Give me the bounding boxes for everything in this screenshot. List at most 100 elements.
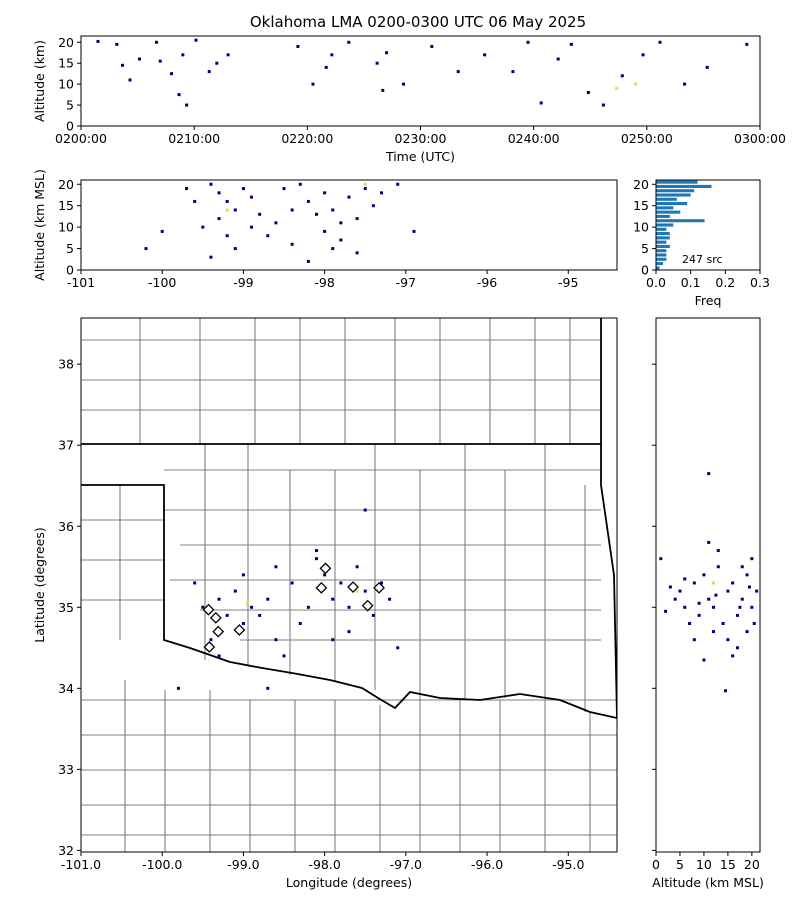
y-tick-label: 35 — [58, 600, 74, 615]
source-point — [306, 199, 310, 203]
source-point — [363, 508, 367, 512]
source-point — [355, 589, 359, 593]
y-tick-label: 10 — [58, 220, 74, 235]
source-point — [290, 581, 294, 585]
source-point — [511, 70, 515, 74]
x-tick-label: -98.0 — [308, 857, 340, 872]
source-point — [731, 581, 735, 585]
source-point — [339, 238, 343, 242]
source-point — [735, 646, 739, 650]
station — [315, 581, 328, 594]
source-point — [375, 61, 379, 65]
hist-bar — [656, 189, 695, 193]
source-point — [290, 208, 294, 212]
x-tick-label: 15 — [720, 857, 736, 872]
source-point — [745, 573, 749, 577]
source-point — [298, 621, 302, 625]
panel: 0 5 10 15 20 Altitude (km MSL) — [652, 317, 764, 890]
x-axis-label: Longitude (degrees) — [286, 875, 412, 890]
source-point — [331, 208, 335, 212]
source-point — [258, 212, 262, 216]
source-point — [752, 621, 756, 625]
hist-bar — [656, 214, 670, 218]
y-tick-label: 15 — [58, 56, 74, 71]
source-point — [697, 613, 701, 617]
source-point — [412, 229, 416, 233]
source-point — [371, 613, 375, 617]
source-point — [330, 53, 334, 57]
source-point — [176, 686, 180, 690]
y-tick-label: 38 — [58, 357, 74, 372]
y-tick-label: 0 — [66, 119, 74, 134]
x-tick-label: -99 — [233, 275, 253, 290]
source-point — [201, 605, 205, 609]
source-point — [250, 605, 254, 609]
source-point — [659, 557, 663, 561]
source-point — [323, 229, 327, 233]
source-point — [315, 557, 319, 561]
hist-bar — [656, 180, 698, 184]
source-point — [250, 195, 254, 199]
source-point — [209, 255, 213, 259]
source-point — [185, 103, 189, 107]
source-point — [745, 630, 749, 634]
x-tick-label: -100.0 — [142, 857, 182, 872]
source-point — [363, 182, 367, 186]
x-tick-label: -99.0 — [227, 857, 259, 872]
source-point — [634, 82, 638, 86]
hist-bar — [656, 249, 667, 253]
source-point — [683, 577, 687, 581]
source-point — [726, 638, 730, 642]
station — [233, 624, 246, 636]
x-tick-label: 10 — [696, 857, 712, 872]
source-point — [225, 199, 229, 203]
panel: -101 -100 -99 -98 -97 -96 -95 0 5 10 15 20 Altitude … — [32, 169, 618, 290]
source-point — [664, 609, 668, 613]
source-point — [324, 65, 328, 69]
source-point — [692, 638, 696, 642]
source-point — [233, 589, 237, 593]
source-point — [170, 72, 174, 76]
annotation: 247 src — [682, 253, 723, 266]
x-tick-label: 0.1 — [681, 275, 701, 290]
hist-bar — [656, 266, 660, 270]
station — [373, 581, 385, 594]
x-tick-label: 0210:00 — [168, 131, 220, 146]
x-tick-label: 0200:00 — [55, 131, 107, 146]
source-point — [315, 549, 319, 553]
source-point — [215, 61, 219, 65]
source-point — [194, 38, 198, 42]
source-point — [233, 208, 237, 212]
hist-bar — [656, 223, 674, 227]
source-point — [658, 40, 662, 44]
source-point — [154, 40, 158, 44]
source-point — [137, 57, 141, 61]
source-point — [209, 638, 213, 642]
axes-frame — [80, 179, 618, 271]
x-tick-label: -96.0 — [471, 857, 503, 872]
source-point — [721, 621, 725, 625]
source-point — [339, 221, 343, 225]
source-point — [683, 605, 687, 609]
source-point — [697, 601, 701, 605]
source-point — [678, 589, 682, 593]
source-point — [241, 573, 245, 577]
source-point — [615, 86, 619, 90]
source-point — [120, 63, 124, 67]
source-point — [755, 589, 759, 593]
source-point — [620, 74, 624, 78]
x-axis-label: Time (UTC) — [385, 149, 455, 164]
hist-bar — [656, 240, 667, 244]
y-tick-label: 20 — [633, 177, 649, 192]
source-point — [371, 204, 375, 208]
source-point — [456, 70, 460, 74]
source-point — [668, 585, 672, 589]
x-tick-label: -101.0 — [61, 857, 101, 872]
source-point — [331, 638, 335, 642]
source-point — [381, 88, 385, 92]
source-point — [705, 65, 709, 69]
x-tick-label: -98 — [314, 275, 334, 290]
station — [212, 625, 225, 638]
source-point — [402, 82, 406, 86]
source-point — [250, 225, 254, 229]
